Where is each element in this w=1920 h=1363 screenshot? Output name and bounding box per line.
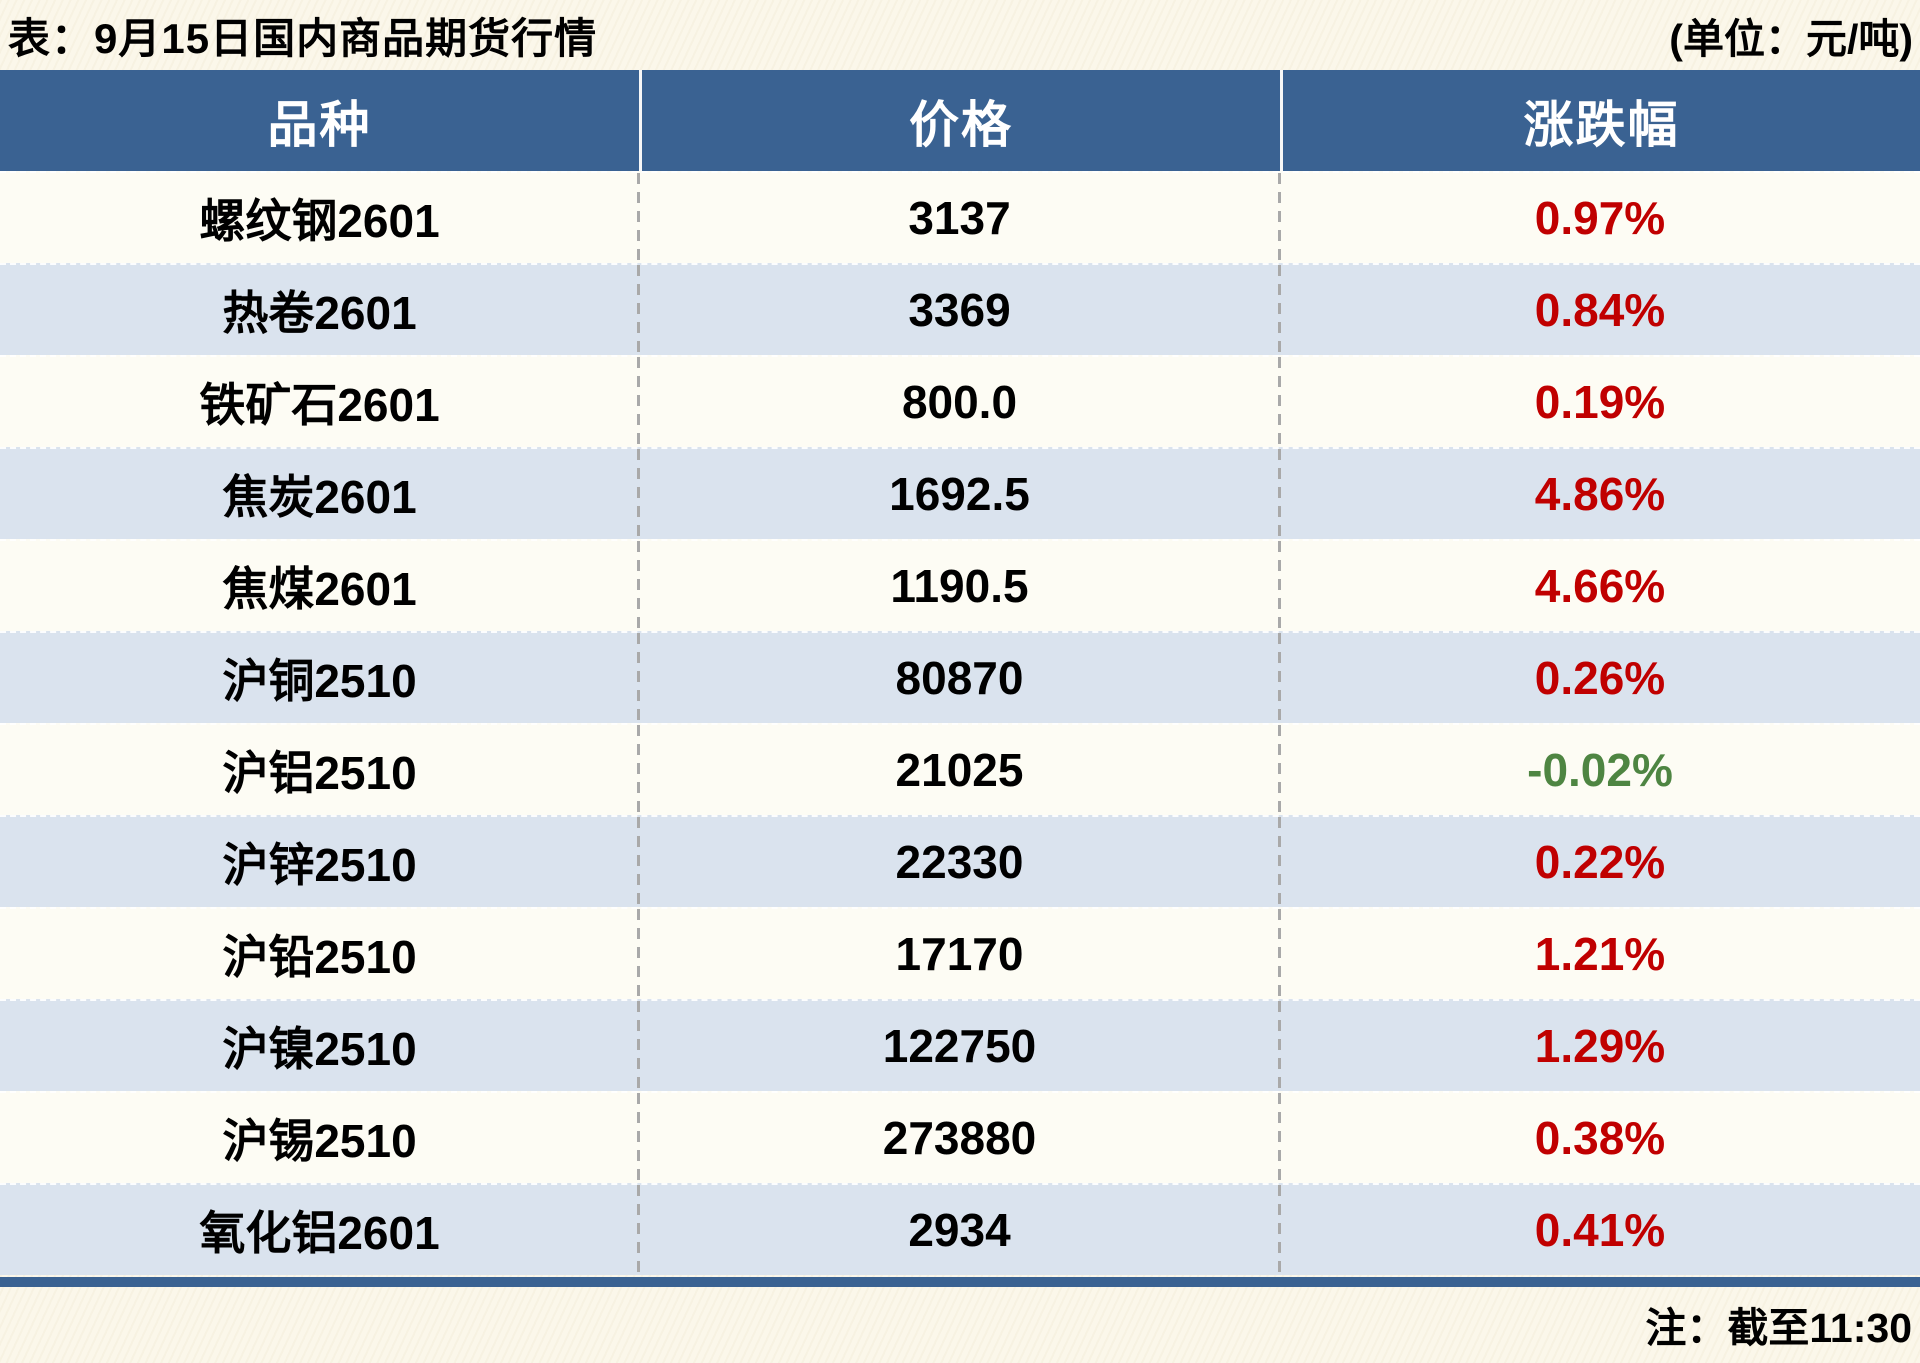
price-cell: 800.0	[637, 357, 1280, 447]
bottom-accent-bar	[0, 1277, 1920, 1287]
column-header-change: 涨跌幅	[1280, 70, 1920, 171]
table-row: 沪镍2510 122750 1.29%	[0, 999, 1920, 1091]
table-header-row: 品种 价格 涨跌幅	[0, 70, 1920, 171]
price-cell: 3137	[637, 173, 1280, 263]
variety-cell: 热卷2601	[222, 287, 417, 339]
change-cell: 0.84%	[1278, 265, 1920, 355]
table-row: 沪铝2510 21025 -0.02%	[0, 723, 1920, 815]
column-header-variety: 品种	[267, 96, 372, 153]
variety-cell: 焦炭2601	[222, 471, 417, 523]
table-row: 铁矿石2601 800.0 0.19%	[0, 355, 1920, 447]
price-cell: 1692.5	[637, 449, 1280, 539]
table-body: 螺纹钢2601 3137 0.97% 热卷2601 3369 0.84% 铁矿石2601 80…	[0, 171, 1920, 1275]
variety-cell: 沪锌2510	[222, 839, 417, 891]
price-cell: 2934	[637, 1185, 1280, 1275]
change-cell: -0.02%	[1278, 725, 1920, 815]
variety-cell: 螺纹钢2601	[199, 195, 440, 247]
table-row: 热卷2601 3369 0.84%	[0, 263, 1920, 355]
table-title: 表：9月15日国内商品期货行情	[8, 14, 598, 62]
variety-cell: 焦煤2601	[222, 563, 417, 615]
variety-cell: 氧化铝2601	[199, 1207, 440, 1259]
price-cell: 17170	[637, 909, 1280, 999]
price-cell: 21025	[637, 725, 1280, 815]
variety-cell: 沪镍2510	[222, 1023, 417, 1075]
table-row: 沪铅2510 17170 1.21%	[0, 907, 1920, 999]
table-row: 焦煤2601 1190.5 4.66%	[0, 539, 1920, 631]
price-cell: 3369	[637, 265, 1280, 355]
variety-cell: 沪锡2510	[222, 1115, 417, 1167]
footnote: 注：截至11:30	[1645, 1305, 1912, 1351]
change-cell: 4.66%	[1278, 541, 1920, 631]
change-cell: 0.19%	[1278, 357, 1920, 447]
change-cell: 0.26%	[1278, 633, 1920, 723]
change-cell: 4.86%	[1278, 449, 1920, 539]
change-cell: 0.41%	[1278, 1185, 1920, 1275]
price-cell: 273880	[637, 1093, 1280, 1183]
table-row: 氧化铝2601 2934 0.41%	[0, 1183, 1920, 1275]
variety-cell: 沪铝2510	[222, 747, 417, 799]
variety-cell: 铁矿石2601	[199, 379, 440, 431]
change-cell: 1.21%	[1278, 909, 1920, 999]
change-cell: 1.29%	[1278, 1001, 1920, 1091]
table-row: 沪锡2510 273880 0.38%	[0, 1091, 1920, 1183]
change-cell: 0.22%	[1278, 817, 1920, 907]
table-row: 沪锌2510 22330 0.22%	[0, 815, 1920, 907]
change-cell: 0.38%	[1278, 1093, 1920, 1183]
variety-cell: 沪铅2510	[222, 931, 417, 983]
price-cell: 80870	[637, 633, 1280, 723]
price-cell: 122750	[637, 1001, 1280, 1091]
table-row: 沪铜2510 80870 0.26%	[0, 631, 1920, 723]
futures-table: 品种 价格 涨跌幅 螺纹钢2601 3137 0.97% 热卷2601 3369 0.84…	[0, 70, 1920, 1275]
variety-cell: 沪铜2510	[222, 655, 417, 707]
price-cell: 1190.5	[637, 541, 1280, 631]
title-bar: 表：9月15日国内商品期货行情 (单位：元/吨)	[0, 0, 1920, 70]
column-header-price: 价格	[639, 70, 1280, 171]
table-row: 焦炭2601 1692.5 4.86%	[0, 447, 1920, 539]
table-row: 螺纹钢2601 3137 0.97%	[0, 171, 1920, 263]
change-cell: 0.97%	[1278, 173, 1920, 263]
price-cell: 22330	[637, 817, 1280, 907]
unit-label: (单位：元/吨)	[1669, 16, 1913, 62]
